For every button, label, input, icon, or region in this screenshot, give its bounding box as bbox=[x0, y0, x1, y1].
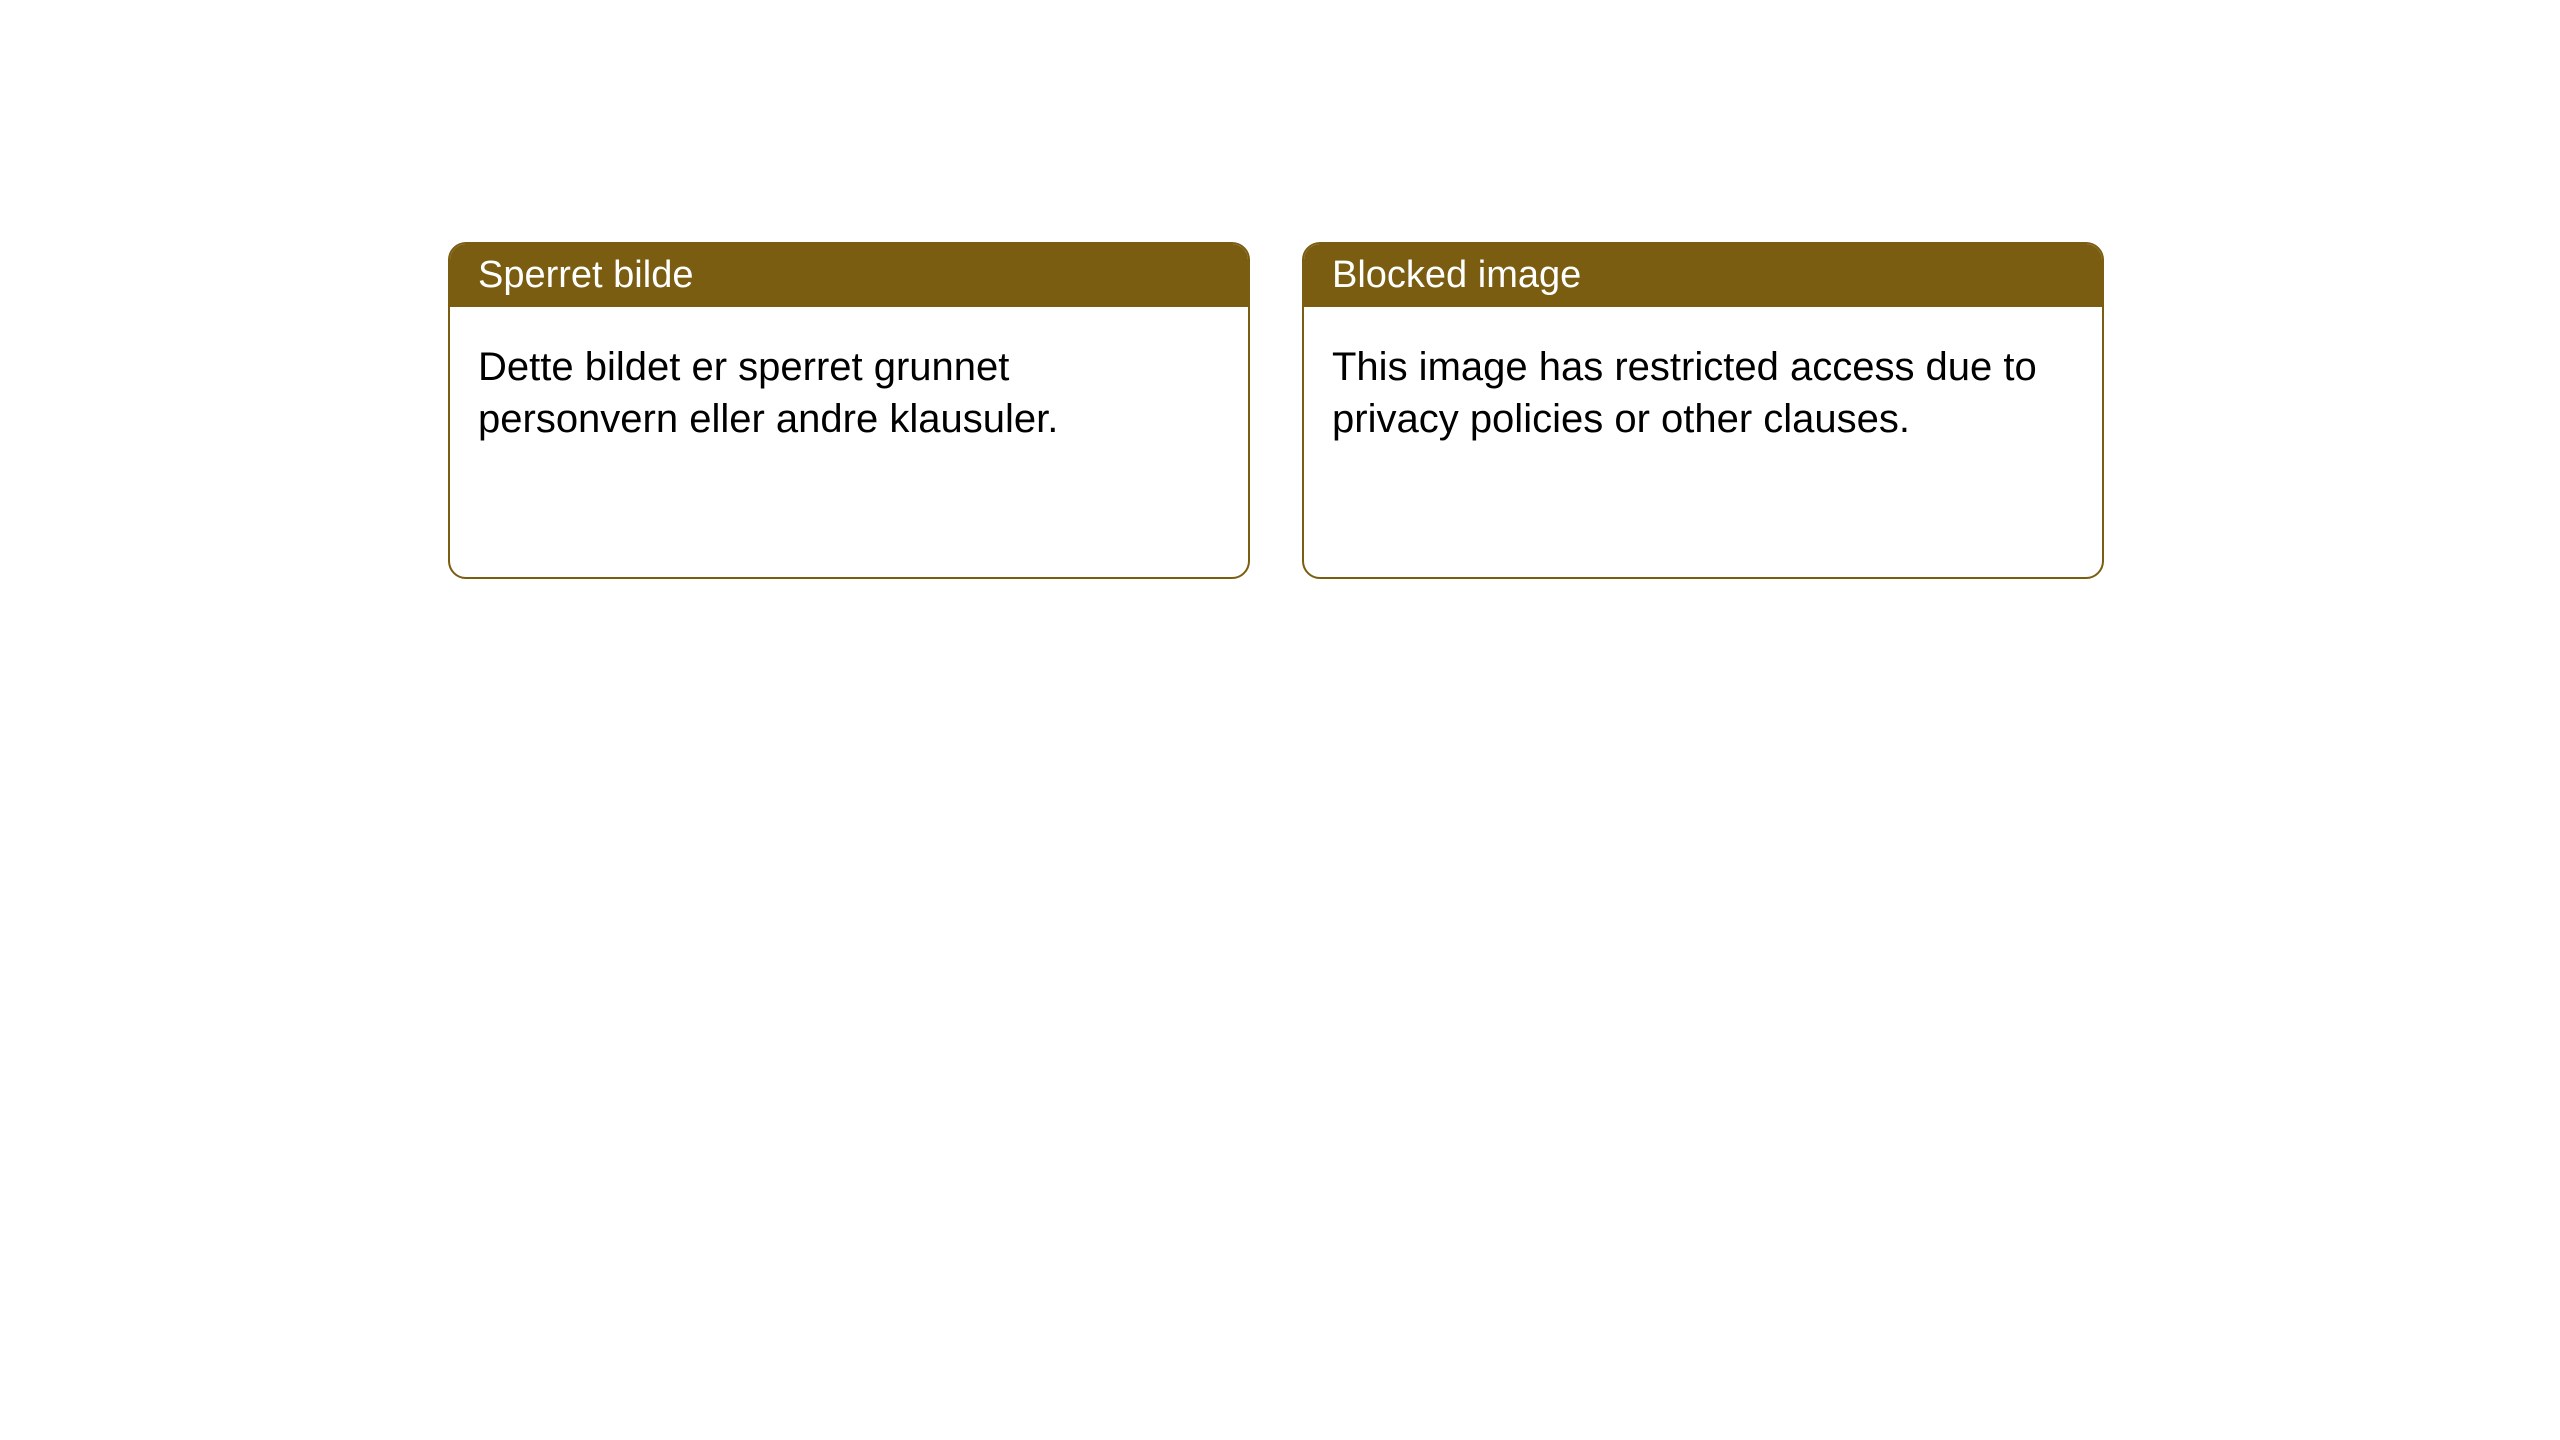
notice-title: Sperret bilde bbox=[478, 254, 693, 296]
notice-body-text: This image has restricted access due to … bbox=[1332, 345, 2037, 441]
notice-header: Sperret bilde bbox=[450, 244, 1248, 307]
notice-header: Blocked image bbox=[1304, 244, 2102, 307]
notice-body: This image has restricted access due to … bbox=[1304, 307, 2102, 479]
notice-card-english: Blocked image This image has restricted … bbox=[1302, 242, 2104, 579]
notice-card-norwegian: Sperret bilde Dette bildet er sperret gr… bbox=[448, 242, 1250, 579]
notice-body-text: Dette bildet er sperret grunnet personve… bbox=[478, 345, 1058, 441]
notice-body: Dette bildet er sperret grunnet personve… bbox=[450, 307, 1248, 479]
notice-title: Blocked image bbox=[1332, 254, 1581, 296]
notice-container: Sperret bilde Dette bildet er sperret gr… bbox=[448, 242, 2104, 579]
